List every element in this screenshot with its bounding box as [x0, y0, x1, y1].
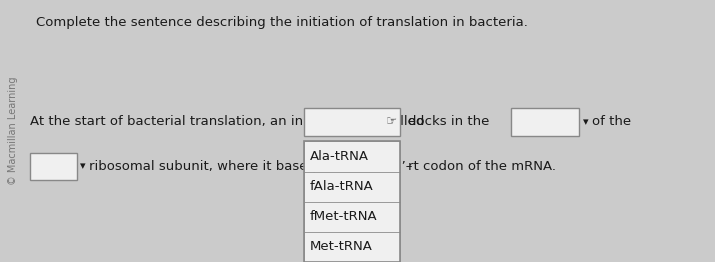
- Text: of the: of the: [592, 115, 631, 128]
- Text: ▾: ▾: [583, 117, 588, 127]
- Text: Ala-tRNA: Ala-tRNA: [310, 150, 369, 163]
- Text: At the start of bacterial translation, an initiator tRNA called: At the start of bacterial translation, a…: [30, 115, 425, 128]
- Text: © Macmillan Learning: © Macmillan Learning: [8, 77, 18, 185]
- FancyBboxPatch shape: [304, 108, 400, 136]
- Text: ☞: ☞: [386, 115, 398, 128]
- Text: Complete the sentence describing the initiation of translation in bacteria.: Complete the sentence describing the ini…: [36, 16, 528, 29]
- Text: docks in the: docks in the: [408, 115, 489, 128]
- FancyBboxPatch shape: [304, 202, 400, 232]
- FancyBboxPatch shape: [304, 141, 400, 172]
- Text: ▾: ▾: [80, 161, 86, 171]
- Text: fMet-tRNA: fMet-tRNA: [310, 210, 378, 223]
- Text: ribosomal subunit, where it base-pairs to the 5’–: ribosomal subunit, where it base-pairs t…: [89, 160, 413, 173]
- Text: fAla-tRNA: fAla-tRNA: [310, 180, 373, 193]
- FancyBboxPatch shape: [511, 108, 579, 136]
- FancyBboxPatch shape: [304, 172, 400, 202]
- FancyBboxPatch shape: [30, 152, 77, 180]
- Text: rt codon of the mRNA.: rt codon of the mRNA.: [408, 160, 556, 173]
- FancyBboxPatch shape: [304, 232, 400, 262]
- Text: Met-tRNA: Met-tRNA: [310, 241, 373, 253]
